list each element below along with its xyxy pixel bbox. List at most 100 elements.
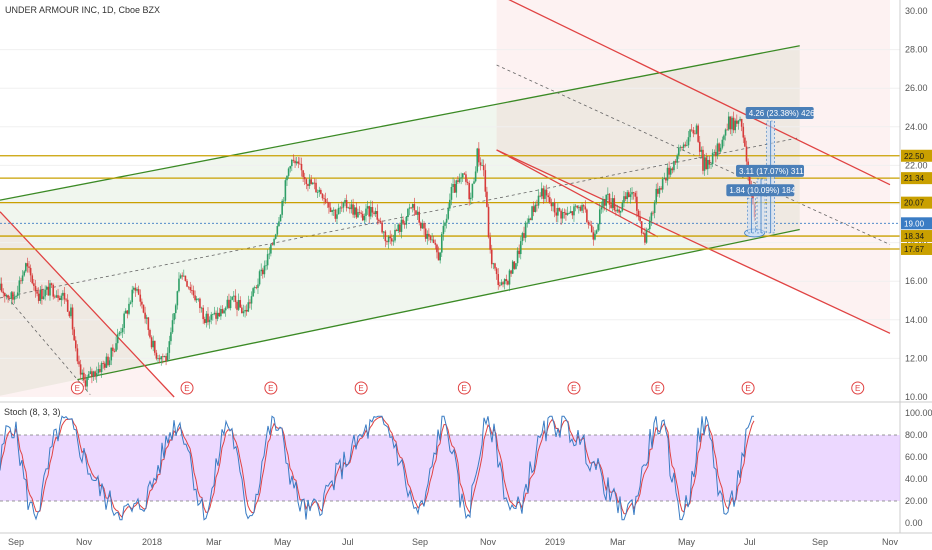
candle-body — [690, 129, 693, 131]
measure-label: 3.11 (17.07%) 311 — [739, 167, 804, 176]
candle-body — [442, 225, 445, 234]
candle-body — [677, 147, 680, 156]
candle-body — [228, 299, 230, 309]
candle-body — [221, 308, 224, 314]
candle-body — [147, 317, 150, 330]
candle-body — [484, 170, 487, 192]
candle-body — [166, 352, 169, 361]
candle-body — [174, 305, 177, 314]
earnings-marker — [651, 381, 665, 395]
candle-body — [15, 295, 17, 297]
candle-body — [655, 188, 658, 203]
candle-body — [150, 337, 153, 348]
candle-body — [473, 181, 475, 184]
candle-body — [20, 280, 22, 282]
candle-body — [410, 207, 412, 209]
candle-body — [500, 282, 503, 286]
candle-body — [87, 374, 90, 378]
candle-body — [458, 178, 461, 182]
candle-body — [210, 314, 213, 320]
candle-body — [529, 218, 532, 221]
candle-body — [360, 212, 362, 214]
candle-body — [352, 204, 354, 215]
candle-body — [199, 298, 201, 309]
candle-body — [542, 188, 545, 199]
candle-body — [660, 188, 662, 190]
candle-body — [268, 253, 271, 255]
candle-body — [439, 252, 441, 261]
candle-body — [284, 180, 287, 201]
candle-body — [126, 310, 129, 314]
candle-body — [666, 167, 669, 181]
candle-body — [123, 313, 125, 328]
stoch-axis[interactable]: 100.00 80.00 60.00 40.00 20.00 0.00 — [905, 408, 932, 528]
candle-body — [124, 310, 127, 314]
candle-body — [328, 202, 330, 208]
candle-body — [287, 168, 290, 176]
candle-body — [273, 238, 275, 245]
candle-body — [91, 371, 93, 377]
candle-body — [668, 167, 670, 175]
time-tick-label: 2019 — [545, 537, 565, 547]
candle-body — [550, 202, 553, 207]
candle-body — [176, 291, 179, 306]
candle-body — [549, 197, 551, 203]
candle-body — [50, 283, 53, 285]
candle-body — [489, 237, 491, 250]
candle-body — [561, 212, 564, 219]
candle-body — [679, 146, 682, 148]
candle-body — [118, 332, 121, 335]
time-tick-label: Nov — [480, 537, 497, 547]
candle-body — [405, 216, 408, 225]
candle-body — [407, 208, 409, 217]
candle-body — [642, 233, 645, 235]
candle-body — [347, 207, 350, 209]
candle-body — [265, 265, 267, 267]
candle-body — [399, 224, 401, 232]
stoch-tick-label: 60.00 — [905, 452, 928, 462]
candle-body — [45, 286, 48, 290]
candle-body — [731, 117, 733, 130]
candle-body — [152, 340, 154, 348]
candle-body — [589, 224, 591, 226]
candle-body — [727, 116, 730, 130]
red-channel-right-mid — [496, 64, 891, 245]
candle-body — [191, 290, 193, 291]
stoch-tick-label: 0.00 — [905, 518, 923, 528]
candle-body — [79, 364, 82, 375]
candle-body — [511, 261, 514, 274]
candle-body — [299, 163, 301, 165]
time-axis[interactable]: Sep Nov 2018 Mar May Jul Sep Nov 2019 Mar May Jul Se… — [8, 537, 899, 547]
candle-body — [471, 183, 474, 198]
candle-body — [386, 241, 388, 243]
candle-body — [711, 152, 714, 165]
candle-body — [402, 219, 404, 224]
candle-body — [42, 296, 45, 300]
candle-body — [326, 202, 329, 203]
candle-body — [628, 192, 630, 198]
candle-body — [54, 296, 56, 298]
candle-body — [165, 356, 167, 361]
price-tick-label: 14.00 — [905, 315, 928, 325]
measurement-tools: 4.26 (23.38%) 426 3.11 (17.07%) 311 1.84 (… — [726, 107, 815, 238]
candle-body — [661, 178, 664, 190]
candle-body — [353, 207, 356, 215]
candle-body — [170, 332, 172, 342]
candle-body — [224, 307, 227, 311]
candles — [0, 111, 756, 392]
candle-body — [602, 199, 604, 208]
price-axis[interactable]: 30.0028.0026.0024.0022.0020.0018.0016.00… — [905, 6, 928, 402]
candle-body — [153, 340, 156, 353]
candle-body — [13, 296, 16, 300]
candle-body — [394, 229, 396, 241]
earnings-label: E — [855, 384, 860, 393]
candle-body — [36, 291, 38, 294]
candle-body — [355, 207, 358, 218]
candle-body — [266, 254, 269, 266]
candle-body — [41, 289, 43, 300]
candle-body — [636, 196, 638, 211]
candle-body — [220, 308, 222, 317]
price-tick-label: 16.00 — [905, 276, 928, 286]
candle-body — [33, 283, 35, 286]
candle-body — [86, 377, 88, 387]
